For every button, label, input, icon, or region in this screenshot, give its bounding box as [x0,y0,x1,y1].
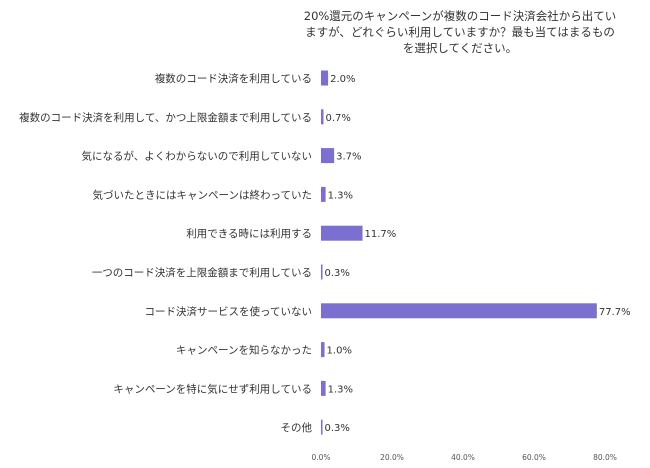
category-label: 複数のコード決済を利用している [155,72,312,85]
category-label: キャンペーンを特に気にせず利用している [113,382,312,395]
value-label: 1.3% [328,190,353,201]
value-label: 11.7% [365,229,397,240]
value-label: 0.3% [325,268,350,279]
category-label: 利用できる時には利用する [186,228,312,240]
value-labels: 2.0% 0.7% 3.7% 1.3% 11.7% 0.3% 77.7% 1.0% 1.3% 0.… [325,74,631,434]
bars [321,70,597,435]
category-label: 一つのコード決済を上限金額まで利用している [92,266,312,279]
category-label: 気づいたときにはキャンペーンは終わっていた [93,188,312,201]
x-tick-label: 20.0% [380,453,404,462]
category-label: 気になるが、よくわからないので利用していない [82,150,312,163]
value-label: 1.3% [328,384,353,395]
bar [321,380,326,396]
bar [321,419,323,435]
x-tick-label: 60.0% [522,453,546,462]
value-label: 77.7% [599,307,631,318]
category-label: 複数のコード決済を利用して、かつ上限金額まで利用している [19,111,312,124]
x-tick-label: 80.0% [593,453,617,462]
category-label: その他 [281,421,313,434]
value-label: 0.3% [325,423,350,434]
bar [321,303,597,319]
bar [321,342,325,358]
x-axis-ticks: 0.0% 20.0% 40.0% 60.0% 80.0% [311,453,616,462]
bar [321,148,335,164]
bar [321,225,363,241]
chart-title: 20%還元のキャンペーンが複数のコード決済会社から出ていますが、どれぐらい利用し… [303,9,617,55]
bar [321,264,323,280]
x-tick-label: 40.0% [451,453,475,462]
category-labels: 複数のコード決済を利用している複数のコード決済を利用して、かつ上限金額まで利用し… [19,72,312,434]
value-label: 3.7% [336,152,361,163]
bar [321,109,324,125]
value-label: 0.7% [325,113,350,124]
value-label: 2.0% [330,74,355,85]
value-label: 1.0% [327,346,352,357]
category-label: コード決済サービスを使っていない [145,305,312,318]
category-label: キャンペーンを知らなかった [176,344,312,357]
bar [321,186,326,202]
x-tick-label: 0.0% [311,453,330,462]
bar [321,70,329,86]
